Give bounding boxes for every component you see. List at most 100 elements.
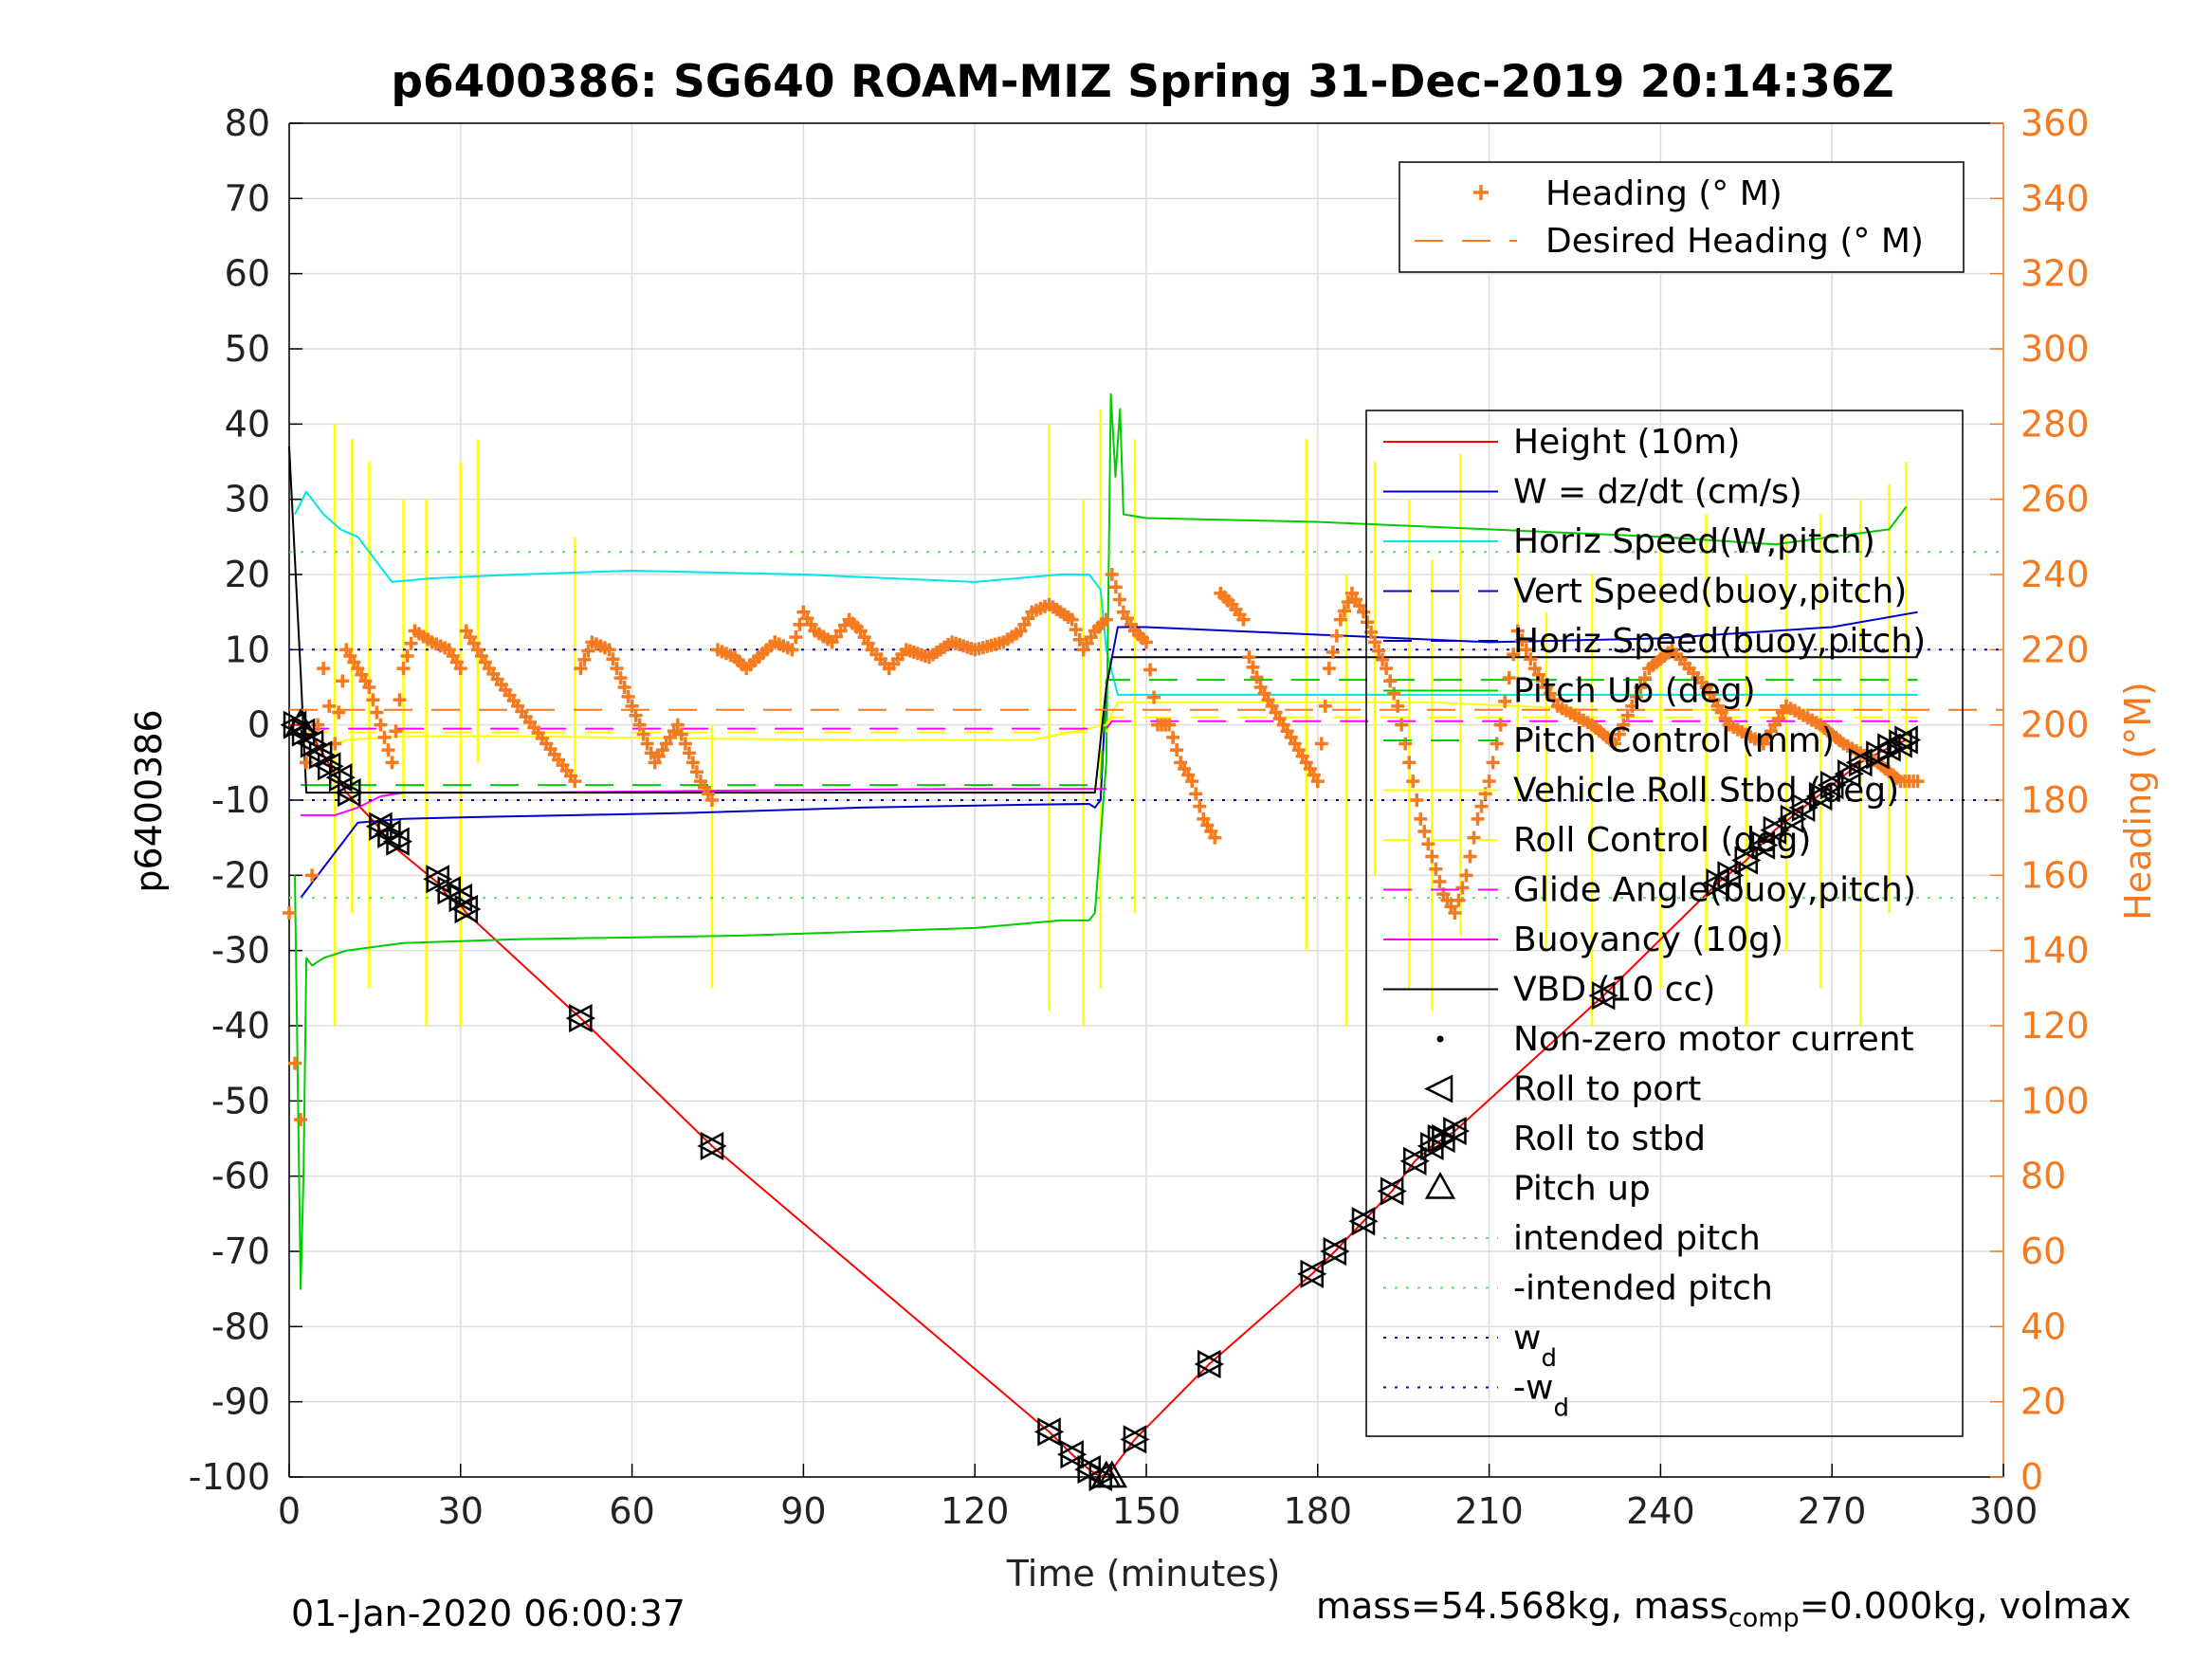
heading-point [610,662,624,676]
series-pitch-up-deg- [294,392,1908,1290]
heading-point [1250,670,1264,684]
heading-point [1634,681,1648,694]
heading-point [613,671,628,685]
heading-point [1189,787,1203,801]
heading-point [789,630,803,645]
heading-point [577,652,592,666]
roll-to-stbd-marker [454,894,482,924]
y-tick-label-right: 20 [2020,1381,2066,1423]
y-tick-label-left: 40 [225,403,270,445]
legend-main-entry: Non-zero motor current [1513,1020,1914,1059]
roll-to-stbd-marker [1894,725,1922,755]
heading-point [1376,652,1390,666]
heading-point [1510,624,1525,638]
legend-main-entry: Pitch up [1513,1170,1651,1209]
y-tick-label-right: 220 [2020,629,2090,670]
roll-to-stbd-marker [1819,771,1847,800]
heading-point [1236,612,1251,627]
heading-point [1325,645,1340,659]
roll-to-stbd-marker [1849,748,1875,777]
roll-to-stbd-marker [1734,846,1762,875]
y-tick-label-right: 280 [2020,403,2090,445]
y-tick-label-right: 160 [2020,854,2090,896]
y-tick-label-right: 180 [2020,779,2090,821]
roll-to-stbd-marker [1123,1425,1150,1454]
heading-point [1482,775,1496,789]
y-axis-label-right: Heading (°M) [2117,682,2159,921]
legend-symbol-pitch-up [1424,1171,1456,1199]
legend-heading: Heading (° M) Desired Heading (° M) [1398,161,1965,273]
heading-point [1625,699,1639,713]
heading-point [568,775,582,789]
y-tick-label-right: 60 [2020,1231,2066,1272]
roll-to-stbd-marker [1763,815,1790,845]
heading-point [283,906,296,920]
y-tick-label-left: 10 [225,629,270,670]
heading-point [793,617,807,631]
x-tick-label: 60 [609,1490,654,1532]
heading-point [678,737,692,751]
roll-to-stbd-marker [328,763,356,793]
legend-main-entry: Vert Speed(buoy,pitch) [1513,573,1907,611]
footer-mass: mass=54.568kg, masscomp=0.000kg, volmax [1316,1585,2131,1633]
roll-to-stbd-marker [1323,1236,1350,1267]
roll-to-stbd-marker [338,777,364,808]
heading-point [1471,811,1485,826]
y-tick-label-left: 80 [225,102,270,144]
heading-point [1637,671,1652,685]
y-tick-label-left: -40 [211,1005,270,1047]
heading-point [1140,635,1153,649]
heading-point [1072,632,1087,647]
y-axis-label-left: p6400386 [128,709,170,892]
roll-to-stbd-marker [308,740,336,770]
heading-point [322,699,337,713]
heading-point [1193,799,1207,813]
legend-main-entry: VBD (10 cc) [1513,971,1715,1010]
legend-main-entry: Roll to stbd [1513,1120,1706,1158]
legend-entry-subscript: d [1553,1395,1569,1423]
heading-point [1380,662,1394,676]
roll-to-stbd-marker [1591,981,1618,1011]
heading-point [1185,775,1199,789]
x-tick-label: 210 [1454,1490,1524,1532]
heading-point [670,718,685,732]
heading-point [636,727,650,741]
heading-point [404,636,418,650]
x-tick-label: 120 [941,1490,1010,1532]
y-tick-label-left: -60 [211,1156,270,1197]
footer-mass-suffix: =0.000kg, volmax [1799,1585,2131,1627]
footer-mass-prefix: mass=54.568kg, mass [1316,1585,1728,1627]
heading-point [336,674,350,688]
y-tick-label-right: 200 [2020,704,2090,746]
roll-to-stbd-marker [1443,1116,1471,1146]
series-glide-angle-buoy-pitch- [301,720,1918,730]
heading-point [396,662,411,676]
heading-point [1433,874,1447,888]
legend-main-entry: Glide Angle(buoy,pitch) [1513,871,1916,910]
heading-point [1455,881,1470,895]
heading-point [1429,862,1443,876]
heading-point [1414,811,1428,826]
heading-point [317,662,331,676]
x-tick-label: 270 [1798,1490,1867,1532]
heading-point [1372,644,1386,658]
x-axis-label: Time (minutes) [1006,1553,1281,1595]
heading-point [1402,756,1417,770]
legend-entry-subscript: d [1541,1344,1557,1373]
footer-mass-sub: comp [1728,1603,1800,1633]
legend-symbol-dot [1436,1035,1444,1043]
y-tick-label-left: -20 [211,854,270,896]
x-tick-label: 30 [438,1490,484,1532]
heading-point [453,662,467,676]
y-tick-label-right: 340 [2020,177,2090,219]
heading-point [1910,775,1925,789]
roll-to-stbd-marker [1403,1146,1430,1176]
legend-main-entry: W = dz/dt (cm/s) [1513,473,1802,512]
y-tick-label-right: 80 [2020,1156,2066,1197]
y-tick-label-right: 240 [2020,554,2090,595]
legend-main-entry: Roll Control (deg) [1513,821,1811,860]
y-tick-label-left: -50 [211,1080,270,1121]
heading-point [393,693,407,707]
x-tick-label: 90 [780,1490,826,1532]
y-tick-label-left: -80 [211,1305,270,1347]
